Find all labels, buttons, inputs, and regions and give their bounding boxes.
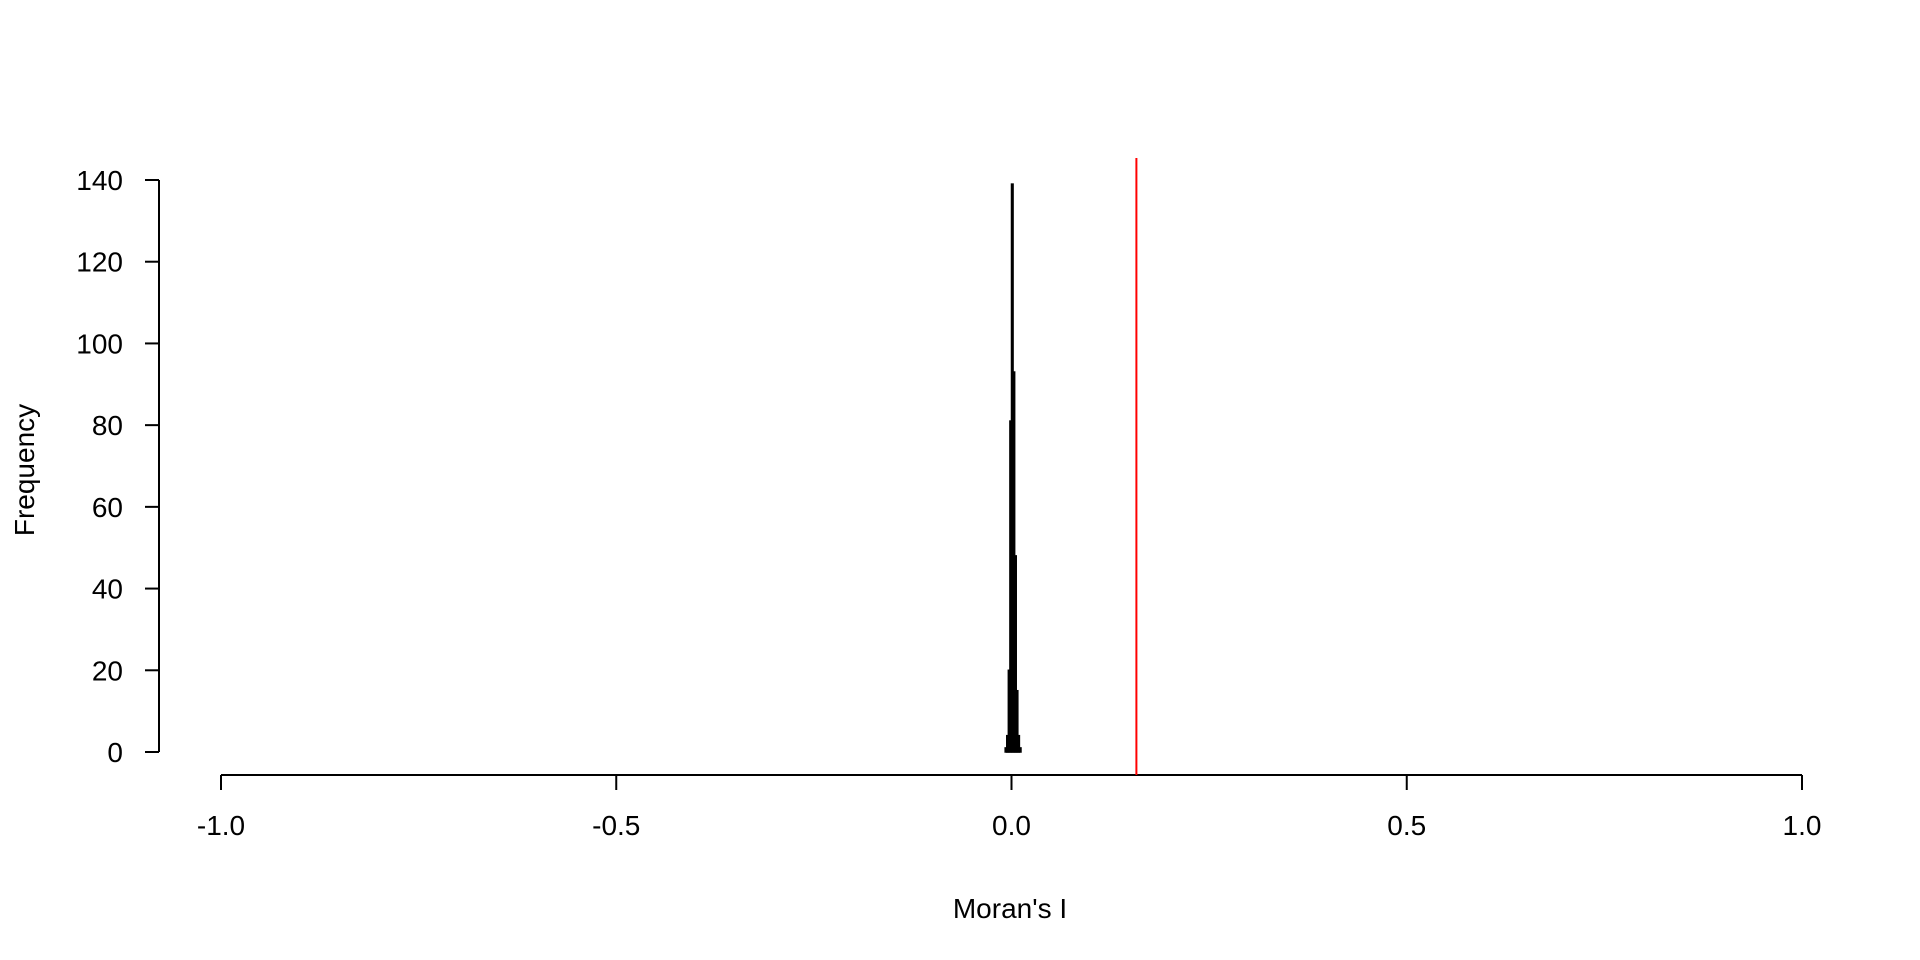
y-tick-label: 0 — [107, 737, 123, 768]
histogram-bar — [1013, 555, 1017, 753]
x-tick-label: 1.0 — [1783, 810, 1822, 841]
y-tick-label: 40 — [92, 574, 123, 605]
x-tick-label: 0.0 — [992, 810, 1031, 841]
y-axis: 0 20 40 60 80 100 120 140 — [76, 165, 160, 768]
histogram-bar — [1018, 747, 1022, 753]
y-axis-label: Frequency — [9, 404, 40, 536]
x-axis-label: Moran's I — [953, 893, 1067, 924]
histogram-bar — [1015, 689, 1019, 753]
y-tick-label: 140 — [76, 165, 123, 196]
histogram-bar — [1017, 734, 1021, 753]
x-tick-label: -0.5 — [592, 810, 640, 841]
y-tick-label: 80 — [92, 410, 123, 441]
histogram-bars — [1004, 183, 1022, 753]
x-tick-label: 0.5 — [1387, 810, 1426, 841]
x-axis: -1.0 -0.5 0.0 0.5 1.0 — [197, 774, 1822, 841]
y-tick-label: 120 — [76, 247, 123, 278]
y-tick-label: 20 — [92, 655, 123, 686]
y-tick-label: 100 — [76, 328, 123, 359]
x-tick-label: -1.0 — [197, 810, 245, 841]
y-tick-label: 60 — [92, 492, 123, 523]
